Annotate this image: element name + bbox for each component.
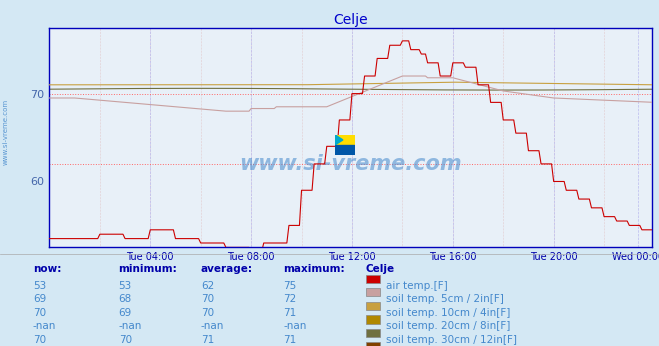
Text: -nan: -nan xyxy=(201,321,224,331)
Title: Celje: Celje xyxy=(333,12,368,27)
Text: -nan: -nan xyxy=(119,321,142,331)
Text: 75: 75 xyxy=(283,281,297,291)
Text: soil temp. 10cm / 4in[F]: soil temp. 10cm / 4in[F] xyxy=(386,308,510,318)
FancyBboxPatch shape xyxy=(366,342,380,346)
Text: maximum:: maximum: xyxy=(283,264,345,274)
FancyBboxPatch shape xyxy=(366,302,380,310)
Text: 72: 72 xyxy=(283,294,297,304)
Text: 70: 70 xyxy=(201,308,214,318)
Text: 71: 71 xyxy=(283,308,297,318)
Text: 69: 69 xyxy=(119,308,132,318)
Text: soil temp. 30cm / 12in[F]: soil temp. 30cm / 12in[F] xyxy=(386,335,517,345)
Text: air temp.[F]: air temp.[F] xyxy=(386,281,447,291)
Text: 71: 71 xyxy=(201,335,214,345)
Text: soil temp. 20cm / 8in[F]: soil temp. 20cm / 8in[F] xyxy=(386,321,510,331)
FancyBboxPatch shape xyxy=(366,329,380,337)
Text: 70: 70 xyxy=(33,308,46,318)
Text: 70: 70 xyxy=(119,335,132,345)
Text: average:: average: xyxy=(201,264,253,274)
FancyBboxPatch shape xyxy=(366,315,380,324)
Text: 62: 62 xyxy=(201,281,214,291)
FancyBboxPatch shape xyxy=(366,274,380,283)
Text: -nan: -nan xyxy=(283,321,306,331)
Text: minimum:: minimum: xyxy=(119,264,177,274)
FancyBboxPatch shape xyxy=(366,288,380,297)
Text: -nan: -nan xyxy=(33,321,56,331)
Text: now:: now: xyxy=(33,264,61,274)
Text: 70: 70 xyxy=(201,294,214,304)
Text: 69: 69 xyxy=(33,294,46,304)
Text: 68: 68 xyxy=(119,294,132,304)
Text: 71: 71 xyxy=(283,335,297,345)
Text: www.si-vreme.com: www.si-vreme.com xyxy=(2,98,9,165)
Text: 53: 53 xyxy=(119,281,132,291)
Text: www.si-vreme.com: www.si-vreme.com xyxy=(240,154,462,174)
Text: soil temp. 5cm / 2in[F]: soil temp. 5cm / 2in[F] xyxy=(386,294,503,304)
Text: 53: 53 xyxy=(33,281,46,291)
Text: 70: 70 xyxy=(33,335,46,345)
Polygon shape xyxy=(335,135,343,145)
Text: Celje: Celje xyxy=(366,264,395,274)
